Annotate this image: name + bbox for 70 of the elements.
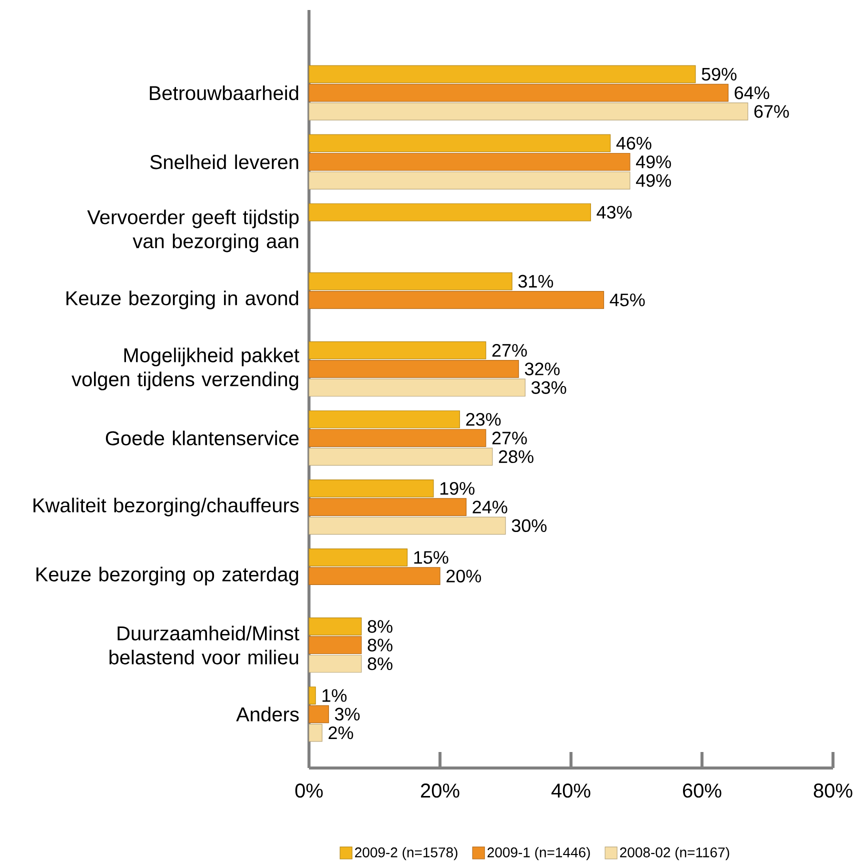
x-tick-label: 40% — [551, 784, 590, 798]
bar — [308, 341, 486, 360]
data-label: 23% — [466, 412, 501, 426]
data-label: 3% — [334, 708, 360, 721]
data-label: 49% — [636, 155, 671, 168]
data-label: 27% — [492, 432, 527, 444]
bar — [308, 272, 512, 290]
y-tick-label: Goede klantenservice — [106, 430, 299, 446]
data-label: 2% — [328, 726, 354, 740]
data-label: 43% — [596, 206, 632, 219]
y-tick-label: Anders — [236, 706, 299, 722]
bar — [308, 360, 519, 378]
data-label: 67% — [754, 105, 789, 118]
data-label: 27% — [492, 344, 527, 357]
bar — [308, 84, 728, 102]
bar — [308, 479, 434, 498]
y-tick-label: Keuze bezorging op zaterdag — [36, 566, 298, 586]
data-label: 31% — [518, 274, 554, 288]
bar — [308, 152, 630, 171]
bar — [308, 65, 696, 84]
bar — [308, 498, 466, 516]
bar — [308, 410, 460, 428]
data-label: 8% — [368, 638, 392, 652]
y-tick-label: Vervoerder geeft tijdstip van bezorging aan — [87, 210, 299, 252]
data-label: 24% — [472, 500, 508, 514]
bar — [308, 378, 526, 397]
y-tick-label: Mogelijkheid pakket volgen tijdens verzending — [72, 348, 300, 390]
data-label: 1% — [322, 689, 347, 702]
data-label: 32% — [524, 362, 560, 376]
data-label: 45% — [610, 294, 645, 306]
legend-label: 2009-1 (n=1446) — [488, 847, 590, 860]
bar — [308, 567, 440, 586]
data-label: 49% — [636, 174, 671, 187]
bar — [308, 102, 748, 120]
data-label: 8% — [368, 657, 392, 670]
data-label: 15% — [414, 551, 448, 564]
x-tick-label: 60% — [683, 784, 722, 798]
data-label: 59% — [702, 68, 736, 81]
bar — [308, 291, 604, 309]
bar — [308, 203, 591, 222]
bar — [308, 618, 362, 636]
bar — [308, 636, 362, 654]
data-label: 19% — [440, 482, 474, 495]
x-tick-label: 80% — [814, 784, 852, 798]
data-label: 33% — [531, 381, 566, 394]
y-tick-label: Keuze bezorging in avond — [66, 290, 298, 310]
bar — [308, 172, 630, 190]
bar — [308, 448, 493, 466]
x-tick-label: 20% — [420, 784, 460, 798]
y-tick-label: Duurzaamheid/Minst belastend voor milieu — [110, 626, 300, 664]
bar — [308, 654, 362, 673]
data-label: 8% — [368, 620, 392, 633]
data-label: 64% — [734, 86, 770, 100]
data-label: 46% — [616, 136, 652, 150]
bar — [308, 548, 408, 566]
legend-label: 2009-2 (n=1578) — [355, 847, 458, 860]
bar — [308, 705, 329, 724]
data-label: 30% — [512, 519, 547, 532]
legend-label: 2008-02 (n=1167) — [620, 847, 730, 860]
bar — [308, 516, 506, 535]
bar — [308, 429, 486, 447]
bar — [308, 134, 611, 152]
y-tick-label: Kwaliteit bezorging/chauffeurs — [34, 498, 299, 516]
bar — [308, 686, 316, 704]
bar — [308, 724, 322, 742]
x-tick-label: 0% — [295, 784, 323, 798]
y-tick-label: Betrouwbaarheid — [150, 85, 298, 100]
y-tick-label: Snelheid leveren — [150, 154, 298, 170]
data-label: 28% — [498, 450, 534, 464]
data-label: 20% — [446, 570, 482, 582]
